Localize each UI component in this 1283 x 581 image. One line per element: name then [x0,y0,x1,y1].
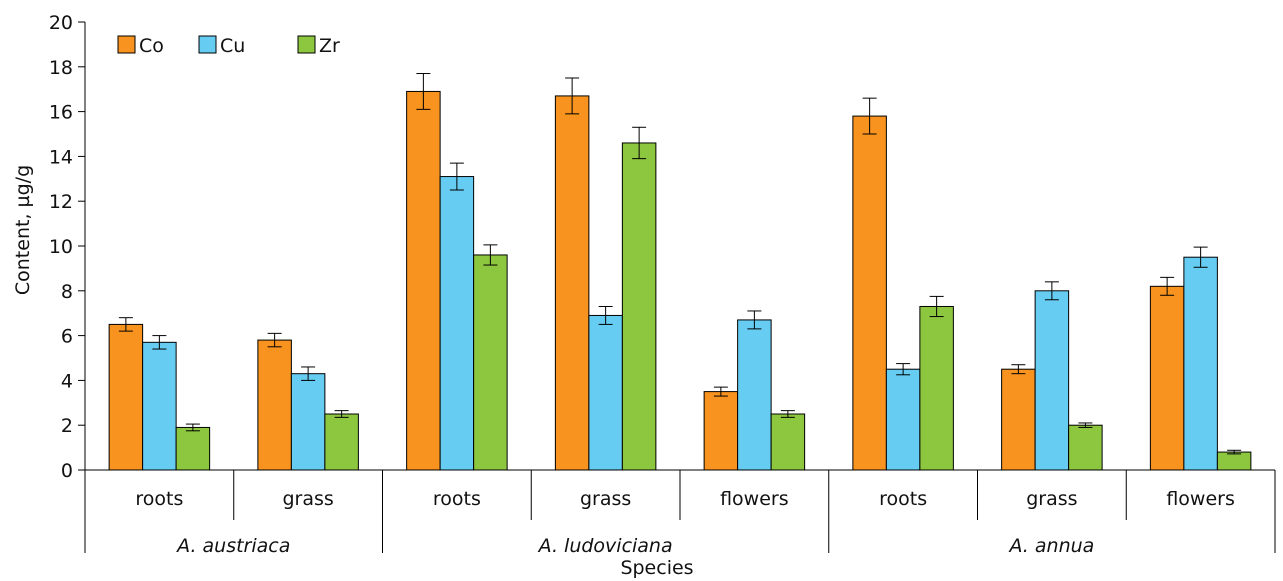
x-tick-label: grass [580,488,631,510]
bar-zr [473,254,508,471]
y-tick-label: 8 [61,281,73,303]
y-tick-label: 16 [49,102,73,124]
y-tick-label: 18 [49,57,73,79]
bar-zr [770,413,806,471]
legend-label: Cu [220,35,245,57]
y-tick-label: 2 [61,415,73,437]
x-tick-label: roots [433,488,481,510]
bar-cu [737,319,772,471]
bar-cu [142,341,177,471]
y-tick-label: 0 [61,460,73,482]
bar-cu [885,368,921,471]
legend-label: Zr [319,35,340,57]
x-tick-label: roots [879,488,927,510]
y-tick-label: 12 [49,191,73,213]
species-label: A. austriaca [175,535,290,557]
bar-zr [621,142,657,471]
species-label: A. annua [1007,535,1094,557]
bar-zr [1216,451,1252,471]
bar-cu [588,314,623,471]
bar-zr [175,426,211,471]
y-tick-label: 14 [49,146,73,168]
bar-cu [1034,290,1070,471]
bar-zr [919,305,954,471]
x-tick-label: grass [282,488,333,510]
axes [78,21,1276,553]
x-tick-label: flowers [1166,488,1235,510]
bar-co [554,95,590,471]
y-tick-label: 10 [49,236,73,258]
bar-co [703,391,739,471]
y-axis-title: Content, µg/g [12,165,34,295]
legend-swatch-co [117,35,136,54]
error-bars [118,73,1242,455]
bar-zr [324,413,359,471]
x-tick-label: roots [135,488,183,510]
y-tick-label: 6 [61,326,73,348]
bar-cu [1183,256,1218,471]
bar-zr [1068,424,1103,471]
y-tick-label: 4 [61,370,73,392]
x-tick-label: grass [1026,488,1077,510]
y-tick-label: 20 [49,12,73,34]
legend-swatch-cu [198,35,217,54]
bar-co [852,115,887,471]
bar-co [108,323,144,471]
x-tick-label: flowers [720,488,789,510]
legend-label: Co [139,35,164,57]
bar-co [257,339,292,471]
legend: Co Cu Zr [117,35,340,57]
bar-cu [290,373,326,471]
x-axis-title: Species [620,557,693,579]
bars [108,90,1252,471]
bar-co [406,90,441,471]
labels: 0 2 4 6 8 10 12 14 16 18 20 roots grass roots grass flo… [49,12,1235,557]
bar-co [1149,285,1185,471]
bar-co [1001,368,1036,471]
species-label: A. ludoviciana [537,535,673,557]
legend-swatch-zr [297,35,316,54]
bar-cu [439,176,475,471]
